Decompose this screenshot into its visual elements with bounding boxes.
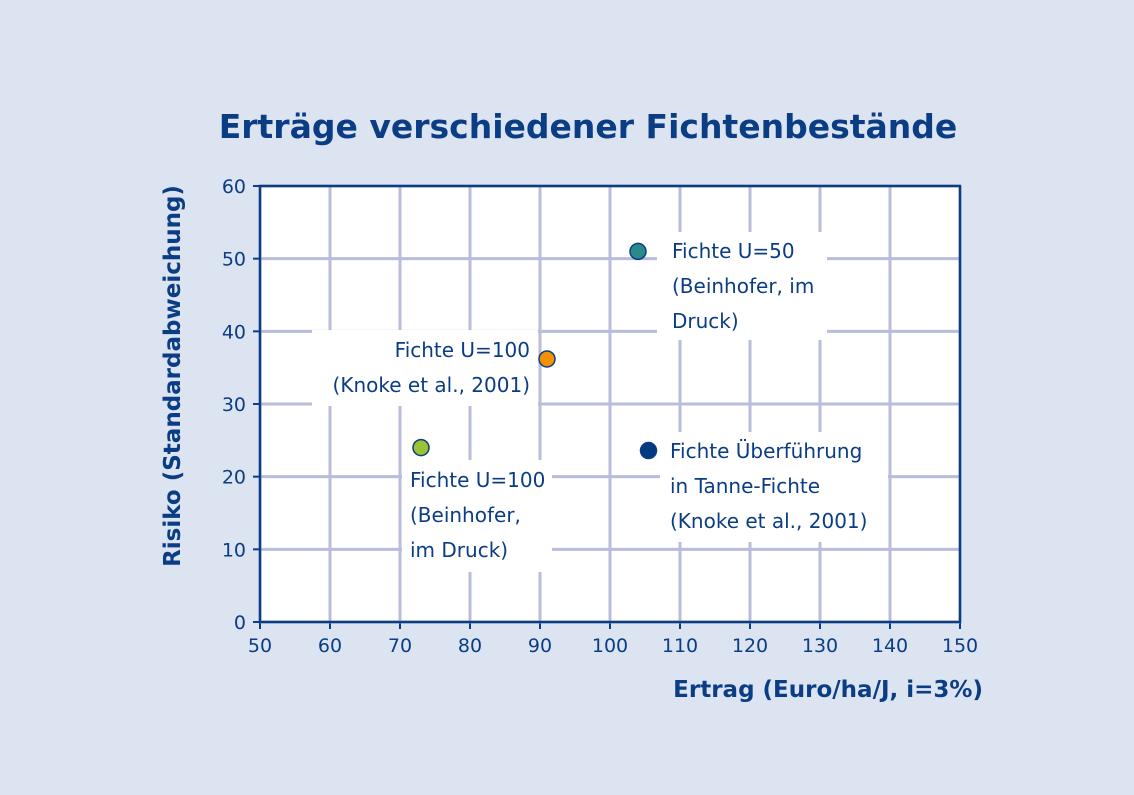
label-background (657, 232, 827, 340)
data-point (639, 441, 658, 460)
x-tick-label: 130 (802, 635, 838, 657)
label-background (660, 432, 888, 542)
plot-frame (258, 184, 962, 624)
point-label: in Tanne-Fichte (670, 474, 820, 498)
x-tick-label: 60 (318, 635, 342, 657)
x-tick-label: 150 (942, 635, 978, 657)
point-label: (Beinhofer, im (672, 274, 814, 298)
x-tick-label: 110 (662, 635, 698, 657)
x-tick-label: 140 (872, 635, 908, 657)
point-label: (Knoke et al., 2001) (333, 373, 530, 397)
x-axis-label: Ertrag (Euro/ha/J, i=3%) (673, 677, 983, 703)
point-label: Druck) (672, 309, 739, 333)
point-label: Fichte Überführung (670, 439, 862, 463)
x-tick-label: 120 (732, 635, 768, 657)
x-tick-label: 100 (592, 635, 628, 657)
y-tick-label: 60 (222, 176, 246, 198)
label-background (402, 460, 552, 572)
y-tick-label: 30 (222, 394, 246, 416)
data-point (629, 242, 647, 261)
y-tick-label: 0 (234, 612, 246, 634)
y-tick-label: 50 (222, 249, 246, 271)
point-label: (Knoke et al., 2001) (670, 509, 867, 533)
y-tick-label: 10 (222, 539, 246, 561)
data-point (538, 350, 556, 368)
chart-title: Erträge verschiedener Fichtenbestände (219, 107, 958, 146)
y-tick-label: 20 (222, 467, 246, 489)
x-tick-label: 50 (248, 635, 272, 657)
point-label: im Druck) (410, 538, 508, 562)
point-label: Fichte U=100 (395, 338, 530, 362)
point-label: Fichte U=50 (672, 239, 795, 263)
point-label: (Beinhofer, (410, 503, 521, 527)
x-tick-label: 80 (458, 635, 482, 657)
y-tick-label: 40 (222, 321, 246, 343)
y-axis-label: Risiko (Standardabweichung) (160, 185, 186, 567)
label-background (312, 330, 538, 406)
data-point (412, 438, 430, 457)
point-label: Fichte U=100 (410, 468, 545, 492)
x-tick-label: 90 (528, 635, 552, 657)
x-tick-label: 70 (388, 635, 412, 657)
